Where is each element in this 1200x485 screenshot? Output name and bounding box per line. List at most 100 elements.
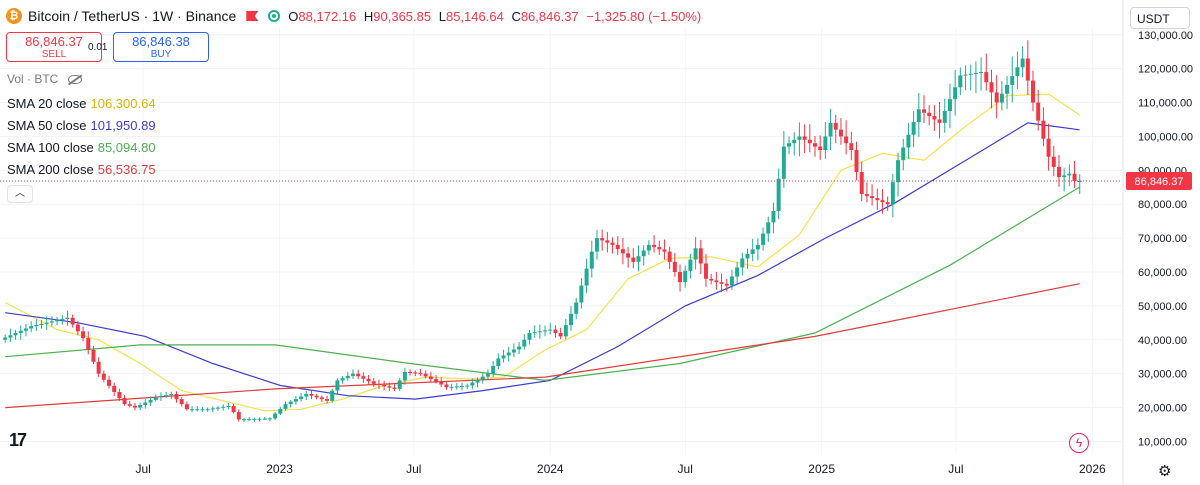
x-tick-label: Jul [135,462,150,476]
x-tick-label: Jul [678,462,693,476]
candle-body [387,386,392,388]
candle-body [485,373,490,377]
candle-body [802,136,807,140]
candle-body [979,72,984,74]
candle-body [288,401,293,405]
candle-body [812,143,817,147]
candle-body [226,405,231,407]
candle-body [361,376,366,379]
candle-body [184,404,189,410]
candle-body [937,119,942,123]
sma-line [4,93,1081,412]
candle-body [854,150,859,173]
candle-body [922,109,926,113]
candle-body [397,380,402,389]
candle-body [314,395,319,398]
candle-body [1077,181,1082,183]
candle-body [241,419,246,421]
candle-body [491,366,496,374]
volume-legend[interactable]: Vol · BTC [7,72,83,86]
candle-body [885,202,890,205]
candle-body [44,322,49,324]
market-status-icon [268,10,281,22]
spread-value: 0.01 [88,42,108,53]
candle-body [371,381,376,384]
candle-body [870,196,875,199]
candle-body [107,379,112,386]
candle-body [698,248,703,264]
candle-body [714,280,719,283]
candle-body [797,136,802,140]
candle-body [210,408,215,410]
sma-20-legend[interactable]: SMA 20 close 106,300.64 [7,96,156,111]
candle-body [273,413,278,419]
candle-body [927,112,932,117]
candle-body [953,87,958,100]
candle-body [86,338,91,350]
y-tick-label: 80,000.00 [1138,199,1187,211]
candle-body [563,325,568,337]
sma-line [5,283,1080,409]
sma-200-value: 56,536.75 [97,162,156,177]
candle-body [968,73,973,75]
sma-20-value: 106,300.64 [90,96,156,111]
candle-body [402,371,407,381]
candle-body [989,82,994,93]
candle-body [148,399,153,403]
sma-50-value: 101,950.89 [90,118,156,133]
candle-body [117,391,122,399]
sma-200-legend[interactable]: SMA 200 close 56,536.75 [7,162,156,177]
candle-body [703,263,708,279]
candle-body [449,386,454,388]
candle-body [672,261,677,272]
candle-body [849,143,854,150]
candle-body [216,407,221,409]
candle-body [39,323,44,326]
candle-body [112,385,117,392]
candle-body [776,178,781,211]
currency-selector[interactable]: USDT [1130,7,1190,29]
candle-body [1005,84,1010,94]
sma-100-legend[interactable]: SMA 100 close 85,094.80 [7,140,156,155]
candle-body [864,194,869,197]
candle-body [896,160,901,183]
x-tick-label: 2025 [808,462,835,476]
eye-hidden-icon[interactable] [68,74,83,84]
sma-line [5,122,1080,400]
tradingview-logo-icon[interactable]: 17 [9,430,27,450]
candle-body [522,339,527,347]
candle-body [423,373,428,377]
candle-body [1067,173,1072,176]
sma-50-legend[interactable]: SMA 50 close 101,950.89 [7,118,156,133]
candle-body [55,320,60,322]
buy-button[interactable]: 86,846.38 BUY [113,32,209,62]
candle-body [678,272,683,283]
candle-body [408,371,413,373]
candle-body [740,258,745,268]
candle-body [221,406,226,408]
candle-body [60,318,65,321]
candle-body [735,267,740,277]
lightning-icon[interactable]: ϟ [1069,433,1089,453]
collapse-legend-button[interactable]: ︿ [7,185,33,203]
y-tick-label: 130,000.00 [1138,30,1193,42]
candle-body [911,122,916,135]
candle-body [719,282,724,284]
candle-body [999,93,1004,103]
y-tick-label: 100,000.00 [1138,131,1193,143]
candle-body [527,333,532,340]
symbol-title[interactable]: Bitcoin / TetherUS · 1W · Binance [28,8,237,24]
sell-button[interactable]: 86,846.37 SELL [6,32,102,62]
candle-body [252,418,257,420]
flag-icon[interactable] [246,11,259,21]
candle-body [236,412,241,420]
candle-body [434,379,439,382]
candle-body [615,244,620,250]
candle-body [200,409,205,411]
candle-body [1025,58,1030,81]
candle-body [584,268,589,286]
candle-body [3,337,8,340]
candle-body [65,317,70,319]
gear-icon[interactable]: ⚙ [1158,463,1172,480]
